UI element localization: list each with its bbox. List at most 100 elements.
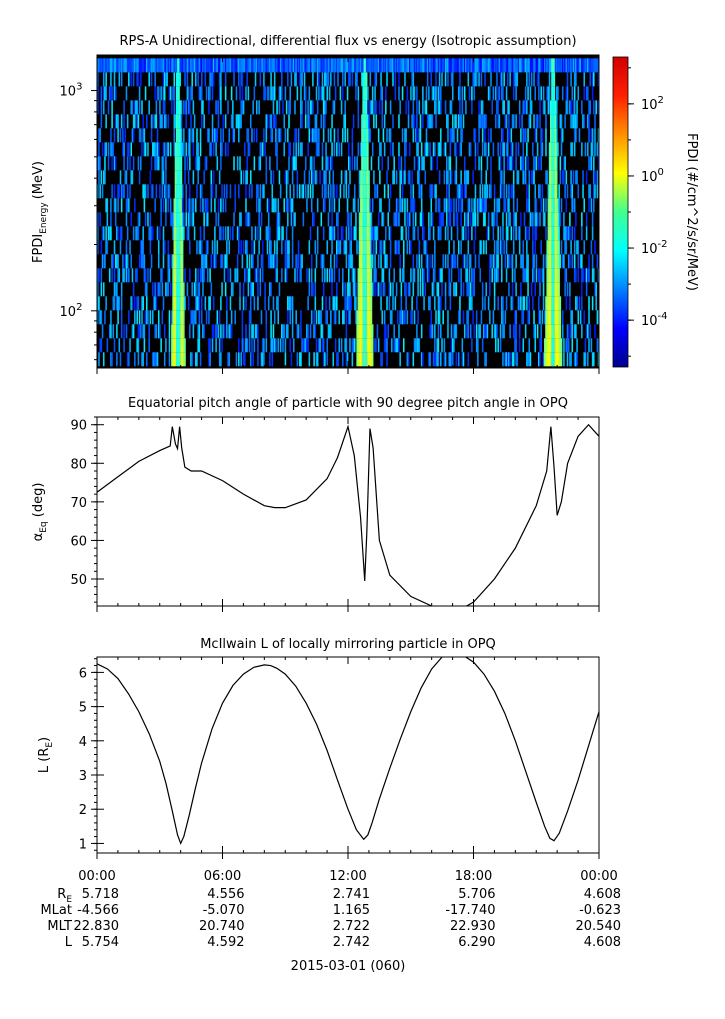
spectrogram-cell xyxy=(511,296,514,311)
spectrogram-cell xyxy=(328,226,331,241)
spectrogram-cell xyxy=(582,170,584,185)
spectrogram-cell xyxy=(175,240,178,255)
spectrogram-cell xyxy=(251,184,253,199)
spectrogram-cell xyxy=(566,58,569,73)
spectrogram-cell xyxy=(205,212,208,227)
spectrogram-cell xyxy=(293,212,295,227)
spectrogram-cell xyxy=(425,86,428,101)
spectrogram-cell xyxy=(557,352,559,367)
spectrogram-cell xyxy=(500,58,503,73)
spectrogram-cell xyxy=(180,338,183,353)
spectrogram-cell xyxy=(455,58,458,73)
spectrogram-cell xyxy=(146,114,148,129)
spectrogram-cell xyxy=(581,268,583,283)
spectrogram-cell xyxy=(140,72,142,87)
spectrogram-cell xyxy=(296,86,299,101)
spectrogram-cell xyxy=(369,198,372,213)
spectrogram-cell xyxy=(122,58,124,73)
spectrogram-cell xyxy=(572,114,575,129)
spectrogram-cell xyxy=(277,310,280,325)
spectrogram-cell xyxy=(526,240,528,255)
spectrogram-cell xyxy=(422,58,424,73)
spectrogram-cell xyxy=(589,72,591,87)
spectrogram-cell xyxy=(480,240,483,255)
spectrogram-cell xyxy=(258,240,260,255)
spectrogram-cell xyxy=(339,58,342,73)
spectrogram-cell xyxy=(142,114,144,129)
spectrogram-cell xyxy=(527,198,529,213)
spectrogram-cell xyxy=(267,86,270,101)
spectrogram-cell xyxy=(535,212,538,227)
spectrogram-cell xyxy=(383,254,386,269)
spectrogram-cell xyxy=(288,58,290,73)
spectrogram-cell xyxy=(106,198,109,213)
spectrogram-cell xyxy=(362,212,364,227)
spectrogram-cell xyxy=(288,156,290,171)
spectrogram-cell xyxy=(367,86,369,101)
spectrogram-cell xyxy=(113,240,116,255)
spectrogram-cell xyxy=(177,296,179,311)
spectrogram-cell xyxy=(326,352,329,367)
spectrogram-cell xyxy=(116,324,118,339)
spectrogram-cell xyxy=(249,114,252,129)
spectrogram-cell xyxy=(412,184,415,199)
spectrogram-cell xyxy=(131,58,134,73)
spectrogram-cell xyxy=(466,212,468,227)
spectrogram-cell xyxy=(324,352,326,367)
spectrogram-cell xyxy=(550,268,552,283)
spectrogram-cell xyxy=(440,226,442,241)
spectrogram-cell xyxy=(362,254,364,269)
spectrogram-cell xyxy=(123,338,125,353)
spectrogram-cell xyxy=(540,338,542,353)
spectrogram-cell xyxy=(208,86,210,101)
spectrogram-cell xyxy=(180,198,183,213)
spectrogram-cell xyxy=(110,310,112,325)
spectrogram-cell xyxy=(460,268,462,283)
spectrogram-cell xyxy=(375,268,378,283)
spectrogram-cell xyxy=(594,324,596,339)
spectrogram-cell xyxy=(220,128,222,143)
spectrogram-cell xyxy=(522,128,525,143)
spectrogram-cell xyxy=(356,58,358,73)
spectrogram-cell xyxy=(553,324,556,339)
spectrogram-cell xyxy=(437,310,440,325)
spectrogram-cell xyxy=(369,100,372,115)
spectrogram-cell xyxy=(297,142,300,157)
spectrogram-cell xyxy=(416,58,418,73)
spectrogram-cell xyxy=(462,254,465,269)
spectrogram-cell xyxy=(333,184,336,199)
spectrogram-cell xyxy=(532,170,534,185)
spectrogram-cell xyxy=(238,114,240,129)
spectrogram-cell xyxy=(214,226,216,241)
spectrogram-cell xyxy=(315,58,318,73)
spectrogram-cell xyxy=(150,58,153,73)
spectrogram-cell xyxy=(174,310,177,325)
spectrogram-cell xyxy=(496,58,498,73)
spectrogram-cell xyxy=(467,352,470,367)
spectrogram-cell xyxy=(539,310,541,325)
spectrogram-cell xyxy=(437,338,440,353)
spectrogram-cell xyxy=(112,254,115,269)
spectrogram-cell xyxy=(238,184,240,199)
spectrogram-cell xyxy=(269,226,271,241)
spectrogram-cell xyxy=(156,156,159,171)
spectrogram-cell xyxy=(247,142,250,157)
spectrogram-cell xyxy=(267,212,270,227)
spectrogram-cell xyxy=(518,58,521,73)
spectrogram-cell xyxy=(130,212,133,227)
spectrogram-cell xyxy=(499,338,502,353)
spectrogram-cell xyxy=(242,170,245,185)
spectrogram-cell xyxy=(425,142,428,157)
spectrogram-cell xyxy=(100,268,103,283)
spectrogram-cell xyxy=(168,184,171,199)
spectrogram-cell xyxy=(125,212,128,227)
spectrogram-cell xyxy=(314,282,317,297)
spectrogram-cell xyxy=(348,296,350,311)
spectrogram-cell xyxy=(113,338,116,353)
spectrogram-cell xyxy=(374,338,376,353)
spectrogram-cell xyxy=(381,114,384,129)
spectrogram-cell xyxy=(558,352,560,367)
spectrogram-cell xyxy=(506,198,509,213)
spectrogram-cell xyxy=(178,268,180,283)
spectrogram-cell xyxy=(376,58,379,73)
